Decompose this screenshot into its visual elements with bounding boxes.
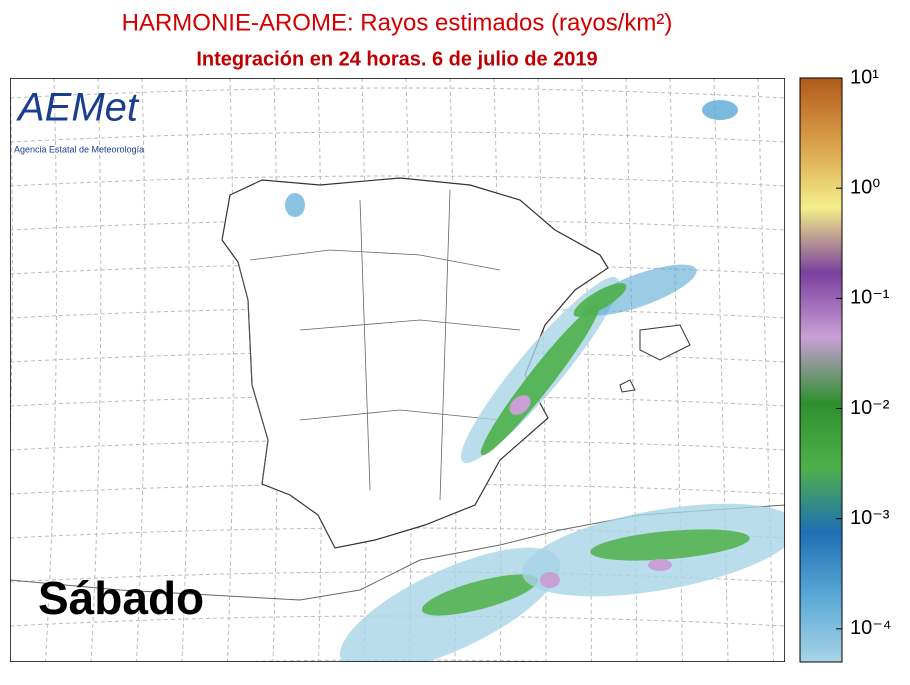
subtitle: Integración en 24 horas. 6 de julio de 2…: [196, 48, 597, 70]
colorbar-tick-label: 10⁰: [850, 176, 880, 198]
colorbar-tick-label: 10⁻⁴: [850, 617, 891, 639]
colorbar-tick-label: 10⁻²: [850, 397, 890, 419]
day-label: Sábado: [38, 572, 204, 624]
colorbar-tick-label: 10⁻³: [850, 507, 890, 529]
map: [10, 78, 785, 662]
colorbar: [799, 77, 843, 663]
title: HARMONIE-AROME: Rayos estimados (rayos/k…: [122, 9, 673, 36]
logo-caption: Agencia Estatal de Meteorología: [14, 144, 144, 154]
colorbar-tick-label: 10⁻¹: [850, 287, 890, 309]
colorbar-tick-label: 10¹: [850, 66, 879, 88]
logo: AEMet: [16, 86, 140, 130]
